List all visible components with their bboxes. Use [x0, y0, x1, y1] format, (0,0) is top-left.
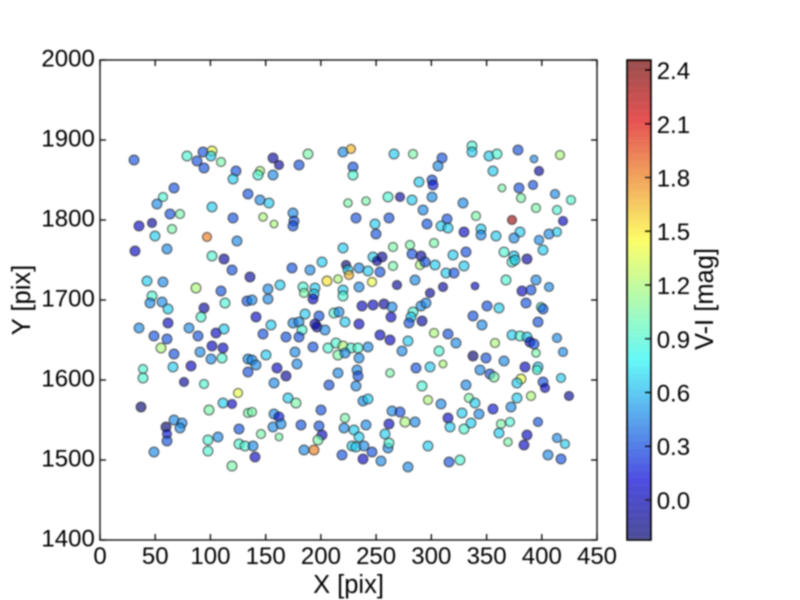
svg-text:1700: 1700	[41, 285, 94, 312]
svg-text:50: 50	[142, 543, 169, 570]
svg-text:400: 400	[522, 543, 562, 570]
svg-text:2.4: 2.4	[657, 58, 690, 85]
svg-text:350: 350	[467, 543, 507, 570]
svg-text:0.9: 0.9	[657, 327, 690, 354]
svg-text:300: 300	[411, 543, 451, 570]
svg-text:1.5: 1.5	[657, 219, 690, 246]
svg-text:V-I [mag]: V-I [mag]	[691, 248, 719, 350]
svg-text:100: 100	[190, 543, 230, 570]
svg-text:150: 150	[246, 543, 286, 570]
svg-text:1500: 1500	[41, 445, 94, 472]
svg-text:1900: 1900	[41, 125, 94, 152]
svg-text:1600: 1600	[41, 365, 94, 392]
svg-text:0.0: 0.0	[657, 488, 690, 515]
svg-text:200: 200	[301, 543, 341, 570]
svg-text:0: 0	[93, 543, 106, 570]
svg-text:1800: 1800	[41, 205, 94, 232]
svg-text:250: 250	[356, 543, 396, 570]
svg-text:2.1: 2.1	[657, 112, 690, 139]
svg-text:X [pix]: X [pix]	[313, 571, 384, 599]
svg-text:2000: 2000	[41, 45, 94, 72]
svg-text:Y [pix]: Y [pix]	[8, 265, 36, 335]
svg-text:0.3: 0.3	[657, 434, 690, 461]
svg-text:0.6: 0.6	[657, 381, 690, 408]
svg-text:450: 450	[577, 543, 617, 570]
svg-text:1.2: 1.2	[657, 273, 690, 300]
svg-text:1400: 1400	[41, 525, 94, 552]
svg-text:1.8: 1.8	[657, 166, 690, 193]
